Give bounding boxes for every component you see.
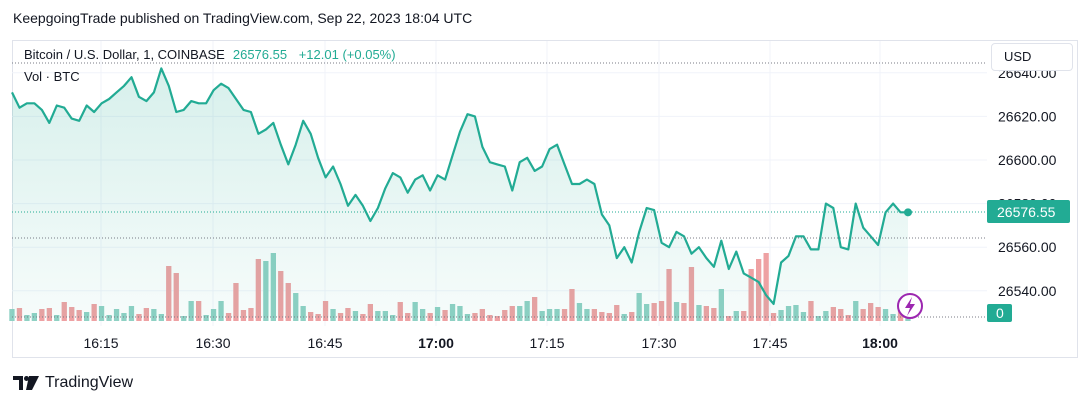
volume-legend: Vol · BTC	[24, 69, 80, 84]
x-tick-label: 17:15	[529, 335, 564, 351]
volume-bar	[54, 315, 60, 321]
volume-bar	[106, 315, 112, 321]
footer-brand-text: TradingView	[45, 374, 134, 391]
y-tick-label: 26600.00	[998, 152, 1057, 168]
volume-bar	[763, 253, 769, 321]
price-tag-text: 26576.55	[997, 204, 1056, 220]
volume-bar	[390, 315, 396, 321]
volume-tag-text: 0	[996, 305, 1004, 321]
x-tick-label: 17:45	[752, 335, 787, 351]
x-tick-label: 16:15	[83, 335, 118, 351]
volume-bar	[360, 314, 366, 321]
currency-button[interactable]: USD	[991, 43, 1073, 71]
symbol-title: Bitcoin / U.S. Dollar, 1, COINBASE	[24, 47, 225, 62]
volume-bar	[815, 316, 821, 321]
x-tick-label: 18:00	[862, 335, 898, 351]
x-tick-label: 17:30	[641, 335, 676, 351]
publish-caption: KeepgoingTrade published on TradingView.…	[13, 10, 473, 26]
volume-bar	[203, 315, 209, 321]
time-axis: 16:15 16:30 16:45 17:00 17:15 17:30 17:45 18:00	[83, 335, 898, 351]
volume-bar	[487, 315, 493, 321]
x-tick-label: 16:30	[195, 335, 230, 351]
tradingview-logo-icon	[13, 376, 39, 390]
volume-bar	[890, 314, 896, 321]
y-tick-label: 26540.00	[998, 283, 1057, 299]
volume-bar	[464, 314, 471, 321]
volume-bar	[9, 309, 15, 321]
volume-tag-bg	[987, 304, 1012, 322]
volume-bar	[494, 316, 500, 321]
chart-legend: Bitcoin / U.S. Dollar, 1, COINBASE 26576.…	[24, 47, 396, 62]
volume-bar	[158, 314, 164, 321]
price-area-fill	[12, 68, 908, 318]
x-tick-label: 16:45	[307, 335, 342, 351]
y-tick-label: 26560.00	[998, 239, 1057, 255]
y-tick-label: 26620.00	[998, 108, 1057, 124]
price-axis: 26540.0026560.0026580.0026600.0026620.00…	[998, 65, 1057, 299]
volume-bar	[181, 316, 187, 321]
last-price-dot	[904, 208, 912, 217]
volume-bar	[24, 315, 30, 321]
lightning-icon[interactable]	[897, 293, 923, 319]
price-line	[11, 67, 908, 305]
volume-bar	[845, 315, 851, 321]
volume-bar	[726, 316, 732, 321]
footer-brand[interactable]: TradingView	[13, 374, 133, 392]
x-tick-label: 17:00	[418, 335, 454, 351]
price-tag-bg	[987, 200, 1070, 223]
last-price-value: 26576.55	[232, 47, 288, 62]
price-change-value: +12.01 (+0.05%)	[298, 47, 396, 62]
